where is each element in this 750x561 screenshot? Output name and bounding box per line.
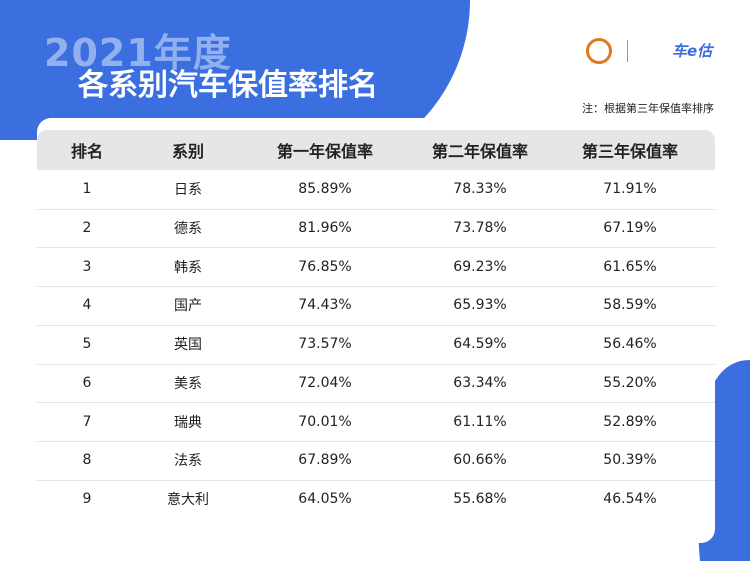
table-cell: 55.20% — [603, 374, 657, 391]
table-cell: 日系 — [174, 182, 202, 199]
table-cell: 9 — [82, 490, 92, 507]
table-cell: 意大利 — [167, 491, 209, 508]
table-header — [37, 130, 715, 170]
table-cell: 61.11% — [453, 413, 507, 430]
table-cell: 71.91% — [603, 181, 657, 198]
row-divider — [37, 208, 715, 210]
table-cell: 85.89% — [298, 181, 352, 198]
row-divider — [37, 247, 715, 249]
table-cell: 81.96% — [298, 220, 352, 237]
table-cell: 国产 — [174, 298, 202, 315]
table-cell: 美系 — [174, 375, 202, 392]
table-cell: 67.89% — [298, 452, 352, 469]
column-header: 排名 — [70, 142, 104, 161]
blue-shape-top — [0, 0, 470, 140]
table-cell: 69.23% — [453, 258, 507, 275]
column-header: 第三年保值率 — [581, 142, 679, 161]
table-cell: 73.57% — [298, 336, 352, 353]
table-cell: 6 — [82, 374, 92, 391]
table-cell: 5 — [82, 336, 92, 353]
table-cell: 64.05% — [298, 490, 352, 507]
table-cell: 63.34% — [453, 374, 507, 391]
table-cell: 英国 — [174, 337, 202, 354]
column-header: 系别 — [171, 142, 205, 161]
table-cell: 2 — [82, 220, 92, 237]
logo-emblem — [586, 38, 612, 64]
table-cell: 55.68% — [453, 490, 507, 507]
row-divider — [37, 402, 715, 404]
table-cell: 74.43% — [298, 297, 352, 314]
table-cell: 7 — [82, 413, 92, 430]
row-divider — [37, 363, 715, 365]
table-cell: 50.39% — [603, 452, 657, 469]
row-divider — [37, 479, 715, 481]
column-header: 第一年保值率 — [276, 142, 374, 161]
table-cell: 64.59% — [453, 336, 507, 353]
note: 注：根据第三年保值率排序 — [582, 102, 714, 115]
year: 2021年度 — [44, 31, 232, 75]
table-cell: 76.85% — [298, 258, 352, 275]
table-cell: 60.66% — [453, 452, 507, 469]
title: 各系别汽车保值率排名 — [78, 68, 378, 103]
row-divider — [37, 440, 715, 442]
logo: 车e估 — [672, 42, 713, 60]
table-cell: 73.78% — [453, 220, 507, 237]
table-cell: 72.04% — [298, 374, 352, 391]
table-cell: 8 — [82, 452, 92, 469]
table-cell: 46.54% — [603, 490, 657, 507]
table-cell: 56.46% — [603, 336, 657, 353]
row-divider — [37, 286, 715, 288]
table-cell: 61.65% — [603, 258, 657, 275]
table-cell: 70.01% — [298, 413, 352, 430]
table-cell: 52.89% — [603, 413, 657, 430]
table-cell: 4 — [82, 297, 92, 314]
table-cell: 法系 — [174, 453, 202, 470]
table-cell: 1 — [82, 181, 92, 198]
column-header: 第二年保值率 — [431, 142, 529, 161]
table: 排名 系别 第一年保值率 第二年保值率 第三年保值率 1 日系 85.89% 78.33% 71.… — [37, 118, 715, 543]
table-cell: 德系 — [174, 221, 202, 238]
logo-separator — [627, 40, 628, 62]
table-cell: 瑞典 — [174, 414, 202, 431]
table-cell: 67.19% — [603, 220, 657, 237]
table-cell: 78.33% — [453, 181, 507, 198]
table-cell: 韩系 — [174, 259, 202, 276]
table-cell: 3 — [82, 258, 92, 275]
table-cell: 65.93% — [453, 297, 507, 314]
table-cell: 58.59% — [603, 297, 657, 314]
row-divider — [37, 324, 715, 326]
